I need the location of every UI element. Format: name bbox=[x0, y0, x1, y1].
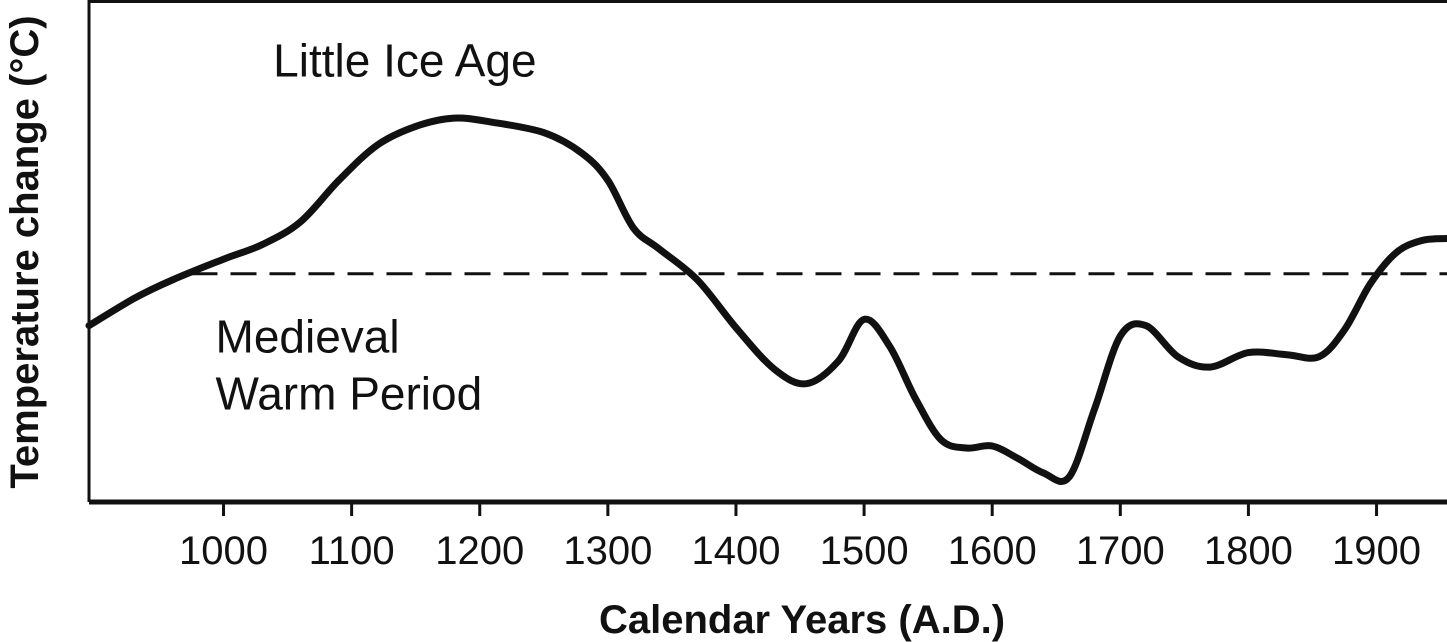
x-tick-label-1000: 1000 bbox=[179, 529, 268, 573]
x-tick-label-1700: 1700 bbox=[1076, 529, 1165, 573]
annotation-medieval: Medieval Warm Period bbox=[216, 311, 483, 420]
x-tick-label-1300: 1300 bbox=[563, 529, 652, 573]
y-axis-title: Temperature change (°C) bbox=[3, 15, 47, 488]
annotation-medieval-line-2: Warm Period bbox=[216, 368, 483, 420]
annotation-medieval-line-1: Medieval bbox=[216, 311, 400, 363]
x-tick-label-1200: 1200 bbox=[435, 529, 524, 573]
x-tick-label-1900: 1900 bbox=[1332, 529, 1421, 573]
x-tick-labels: 1000 1100 1200 1300 1400 1500 1600 1700 1800 1900 bbox=[179, 529, 1421, 573]
annotation-little-ice-age: Little Ice Age bbox=[273, 35, 536, 87]
annotation-little-ice-age-line-1: Little Ice Age bbox=[273, 35, 536, 87]
x-axis-title: Calendar Years (A.D.) bbox=[599, 598, 1005, 642]
plot-frame bbox=[87, 0, 1447, 505]
x-tick-label-1600: 1600 bbox=[948, 529, 1037, 573]
x-tick-label-1800: 1800 bbox=[1204, 529, 1293, 573]
temperature-series-line bbox=[85, 114, 1447, 485]
x-ticks bbox=[222, 502, 1379, 516]
x-tick-label-1500: 1500 bbox=[820, 529, 909, 573]
chart-annotations: Medieval Warm Period Little Ice Age bbox=[216, 35, 537, 420]
x-tick-label-1100: 1100 bbox=[309, 529, 395, 573]
x-tick-label-1400: 1400 bbox=[691, 529, 780, 573]
